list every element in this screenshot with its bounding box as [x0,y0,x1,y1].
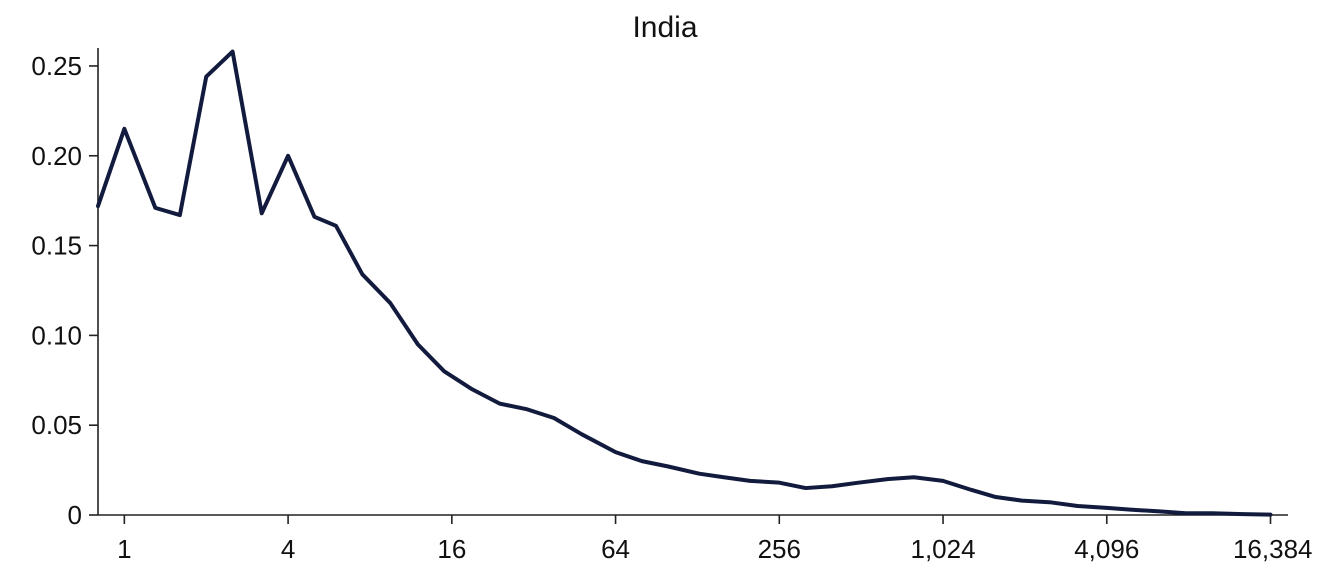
y-tick-label: 0.10 [31,320,82,350]
y-tick-label: 0.15 [31,231,82,261]
x-tick-label: 64 [601,534,630,562]
x-tick-label: 1 [117,534,131,562]
y-tick-label: 0.25 [31,51,82,81]
chart-title: India [632,11,697,44]
x-tick-label: 1,024 [910,534,975,562]
x-tick-label: 16,384 [1233,534,1313,562]
y-tick-label: 0.20 [31,141,82,171]
x-tick-label: 16 [437,534,466,562]
x-axis: 1 4 16 64 256 1,024 4,096 16,384 [98,514,1313,562]
y-tick-label: 0 [68,500,82,530]
y-tick-label: 0.05 [31,410,82,440]
plot-series [96,49,1273,517]
x-tick-label: 4,096 [1074,534,1139,562]
series-line-0 [96,49,1273,517]
y-axis: 0 0.05 0.10 0.15 0.20 0.25 [31,48,99,530]
x-tick-label: 4 [281,534,295,562]
x-tick-label: 256 [758,534,801,562]
